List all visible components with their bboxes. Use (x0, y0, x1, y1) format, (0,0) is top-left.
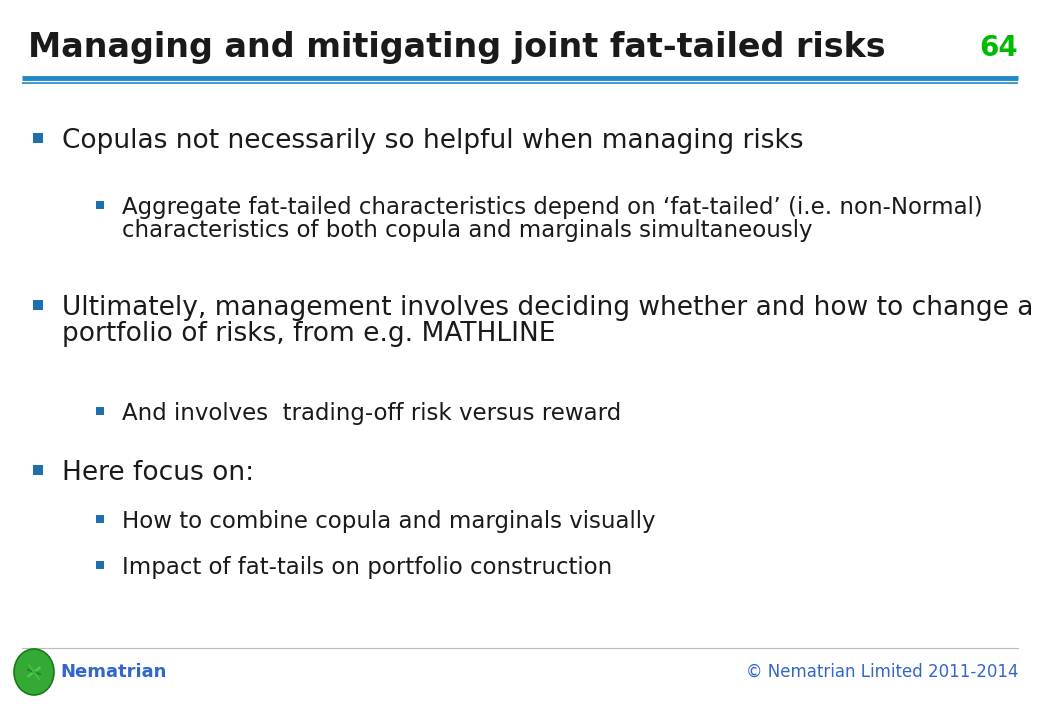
Text: Nematrian: Nematrian (60, 663, 166, 681)
Bar (33, 133, 43, 143)
Text: Ultimately, management involves deciding whether and how to change a: Ultimately, management involves deciding… (62, 295, 1034, 321)
Text: © Nematrian Limited 2011-2014: © Nematrian Limited 2011-2014 (746, 663, 1018, 681)
Bar (33, 465, 43, 475)
Text: portfolio of risks, from e.g. MATHLINE: portfolio of risks, from e.g. MATHLINE (62, 321, 555, 347)
Ellipse shape (14, 649, 54, 695)
Text: characteristics of both copula and marginals simultaneously: characteristics of both copula and margi… (122, 219, 812, 242)
Bar (33, 300, 43, 310)
Text: Copulas not necessarily so helpful when managing risks: Copulas not necessarily so helpful when … (62, 128, 804, 154)
Text: Managing and mitigating joint fat-tailed risks: Managing and mitigating joint fat-tailed… (28, 32, 886, 65)
Text: How to combine copula and marginals visually: How to combine copula and marginals visu… (122, 510, 655, 533)
Bar (96, 407, 104, 415)
Text: Aggregate fat-tailed characteristics depend on ‘fat-tailed’ (i.e. non-Normal): Aggregate fat-tailed characteristics dep… (122, 196, 983, 219)
Bar (96, 515, 104, 523)
Text: Impact of fat-tails on portfolio construction: Impact of fat-tails on portfolio constru… (122, 556, 613, 579)
Bar (96, 201, 104, 209)
Text: And involves  trading-off risk versus reward: And involves trading-off risk versus rew… (122, 402, 621, 425)
Bar (96, 561, 104, 569)
Text: 64: 64 (980, 34, 1018, 62)
Text: Here focus on:: Here focus on: (62, 460, 254, 486)
